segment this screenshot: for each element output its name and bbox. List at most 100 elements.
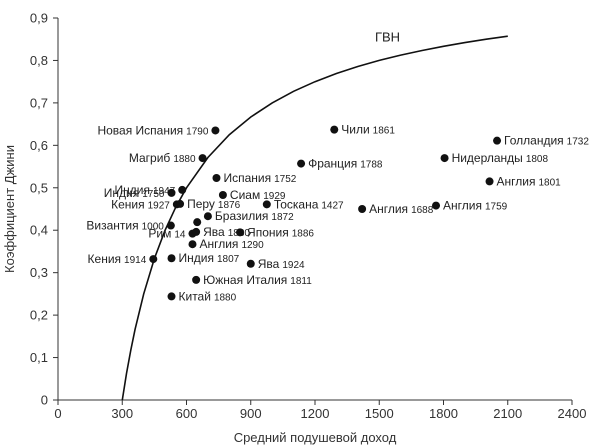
data-point-name: Ява <box>203 225 225 239</box>
data-point-name: Южная Италия <box>203 273 287 287</box>
data-point <box>188 240 197 249</box>
data-point <box>218 190 227 199</box>
x-tick-label: 600 <box>176 406 198 421</box>
data-point-name: Бразилия <box>215 209 269 223</box>
data-point-label: Новая Испания 1790 <box>97 123 208 137</box>
data-point-year: 1790 <box>186 126 209 137</box>
data-point-name: Тоскана <box>274 197 319 211</box>
data-point-year: 1914 <box>124 255 147 266</box>
data-point-year: 1752 <box>274 174 297 185</box>
data-point-year: 1807 <box>217 254 240 265</box>
x-tick-label: 2100 <box>493 406 522 421</box>
data-point-name: Голландия <box>504 134 564 148</box>
data-point-label: Англия 1688 <box>369 202 434 216</box>
data-point <box>193 218 202 227</box>
data-point-year: 1688 <box>411 205 434 216</box>
x-tick-label: 0 <box>54 406 61 421</box>
data-point-label: Чили 1861 <box>341 123 395 137</box>
data-point-year: 1924 <box>282 260 305 271</box>
data-point-name: Кения <box>111 197 145 211</box>
x-ticks: 0 300 600 900 1200 1500 1800 2100 2400 <box>54 400 586 421</box>
data-point <box>203 212 212 221</box>
data-point <box>198 154 207 163</box>
data-point <box>167 188 176 197</box>
x-tick-label: 1800 <box>429 406 458 421</box>
data-point-year: 1876 <box>218 200 241 211</box>
data-point <box>358 205 367 213</box>
y-tick-label: 0,4 <box>30 223 48 238</box>
data-point-year: 1788 <box>360 160 383 171</box>
data-point <box>297 159 306 168</box>
data-point-year: 1000 <box>142 222 165 233</box>
data-point-label: Кения 1914 <box>88 252 147 266</box>
data-point-label: Сиам 1929 <box>230 188 286 202</box>
gvn-curve <box>121 35 508 401</box>
data-point-name: Англия <box>443 199 482 213</box>
data-point <box>493 136 502 145</box>
data-point-label: Перу 1876 <box>187 197 241 211</box>
data-point-name: Франция <box>308 157 357 171</box>
data-point-year: 1759 <box>485 202 508 213</box>
data-point-year: 14 <box>174 230 186 241</box>
data-point-name: Нидерланды <box>452 151 523 165</box>
data-point-label: Англия 1801 <box>497 174 562 188</box>
data-point-year: 1927 <box>148 200 171 211</box>
data-point-year: 1880 <box>173 154 196 165</box>
data-point-year: 1880 <box>214 292 237 303</box>
data-point-name: Индия <box>104 186 139 200</box>
gvn-curve-label: ГВН <box>375 29 400 44</box>
x-axis-title: Средний подушевой доход <box>234 430 397 445</box>
y-tick-label: 0,6 <box>30 138 48 153</box>
data-point-name: Кения <box>88 252 122 266</box>
y-tick-label: 0,8 <box>30 53 48 68</box>
x-tick-label: 1500 <box>365 406 394 421</box>
data-point-year: 1872 <box>271 212 294 223</box>
x-tick-label: 900 <box>240 406 262 421</box>
data-point-label: Индия 1750 <box>104 186 165 200</box>
data-point <box>192 227 201 236</box>
data-point-label: Южная Италия 1811 <box>203 273 312 287</box>
data-point <box>166 221 175 230</box>
data-point-label: Англия 1290 <box>199 237 264 251</box>
data-point-label: Тоскана 1427 <box>274 197 344 211</box>
data-point-year: 1750 <box>142 189 165 200</box>
data-point-name: Япония <box>247 225 289 239</box>
x-tick-label: 300 <box>111 406 133 421</box>
data-point-label: Ява 1924 <box>258 257 305 271</box>
data-point-label: Нидерланды 1808 <box>452 151 549 165</box>
y-tick-label: 0,2 <box>30 308 48 323</box>
y-tick-label: 0,7 <box>30 95 48 110</box>
data-point <box>176 199 185 208</box>
data-point-name: Новая Испания <box>97 123 183 137</box>
data-point-label: Бразилия 1872 <box>215 209 294 223</box>
data-point <box>167 254 176 263</box>
data-point-name: Англия <box>497 174 536 188</box>
data-point-label: Рим 14 <box>148 227 186 241</box>
data-point-name: Индия <box>179 251 214 265</box>
data-point <box>440 154 449 163</box>
data-point <box>330 125 339 134</box>
data-point-label: Англия 1759 <box>443 199 508 213</box>
data-point-label: Индия 1947 <box>114 183 175 197</box>
data-point-label: Кения 1927 <box>111 197 170 211</box>
data-point-year: 1811 <box>290 276 312 287</box>
data-point-year: 1947 <box>153 186 176 197</box>
data-point <box>246 259 255 268</box>
data-point-name: Сиам <box>230 188 260 202</box>
data-point-year: 1861 <box>373 126 396 137</box>
data-point-label: Китай 1880 <box>179 289 237 303</box>
data-point-name: Византия <box>86 219 138 233</box>
data-point <box>212 174 221 183</box>
data-point-name: Англия <box>369 202 408 216</box>
x-tick-label: 2400 <box>558 406 587 421</box>
data-point <box>192 275 201 284</box>
data-point-name: Магриб <box>129 151 171 165</box>
data-point <box>178 185 187 194</box>
y-ticks: 0 0,1 0,2 0,3 0,4 0,5 0,6 0,7 0,8 0,9 <box>30 11 58 408</box>
data-point-year: 1886 <box>292 228 315 239</box>
data-point <box>211 126 220 135</box>
data-point-year: 1929 <box>263 191 286 202</box>
data-point <box>432 201 441 210</box>
